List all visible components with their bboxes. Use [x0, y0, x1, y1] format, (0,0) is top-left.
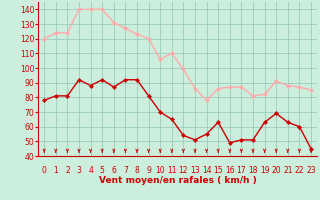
X-axis label: Vent moyen/en rafales ( km/h ): Vent moyen/en rafales ( km/h ) — [99, 176, 256, 185]
